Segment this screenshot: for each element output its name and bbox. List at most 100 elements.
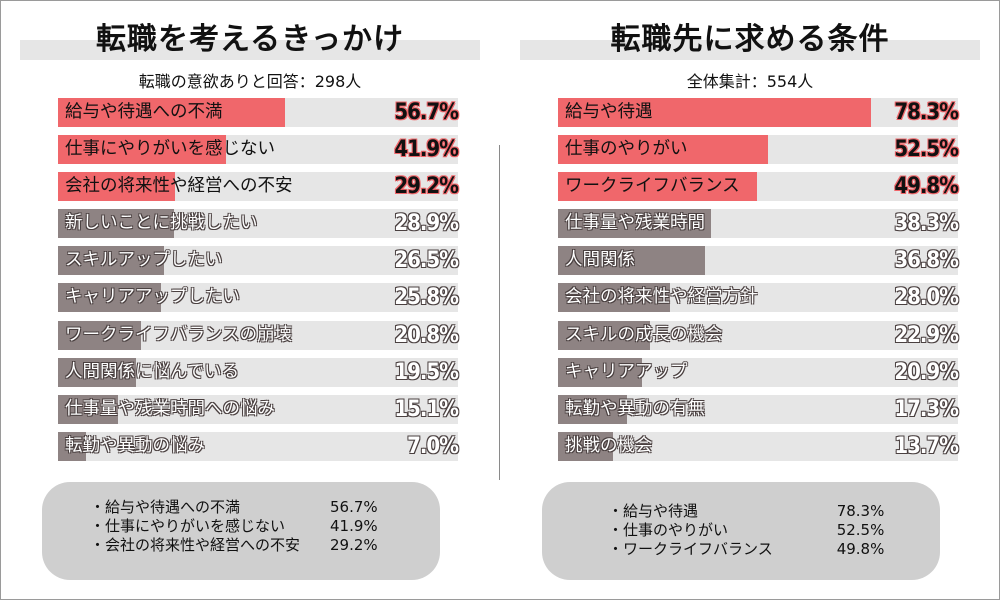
summary-value: 41.9% bbox=[330, 517, 378, 535]
summary-box: ・給与や待遇への不満 56.7% ・仕事にやりがいを感じない 41.9% ・会社の将来性… bbox=[42, 482, 440, 580]
summary-row: ・給与や待遇への不満 56.7% bbox=[90, 498, 378, 517]
summary-value: 56.7% bbox=[330, 498, 378, 516]
summary-value: 29.2% bbox=[330, 536, 378, 554]
bar-category-label: 仕事のやりがい bbox=[565, 139, 688, 160]
bar-value-label: 28.0% bbox=[894, 285, 959, 311]
bar-fill bbox=[58, 209, 174, 239]
bar-value-label: 26.5% bbox=[394, 248, 459, 274]
panel-divider bbox=[499, 145, 500, 480]
bar-fill bbox=[558, 135, 768, 165]
bar-value-label: 25.8% bbox=[394, 285, 459, 311]
bar-row: 挑戦の機会 13.7% bbox=[558, 431, 959, 461]
bar-category-label: 人間関係に悩んでいる bbox=[65, 361, 240, 382]
bar-category-label: スキルの成長の機会 bbox=[565, 324, 723, 345]
bar-value-label: 13.7% bbox=[894, 433, 959, 459]
bar-category-label: 仕事にやりがいを感じない bbox=[65, 139, 275, 160]
summary-item: ・仕事にやりがいを感じない bbox=[90, 517, 286, 535]
bar-value-label: 52.5% bbox=[894, 137, 959, 163]
title-band bbox=[520, 40, 980, 60]
chart-right: 転職先に求める条件 全体集計：554人 給与や待遇 78.3% 仕事のやりがい 52.… bbox=[520, 0, 980, 600]
bar-row: 会社の将来性や経営方針 28.0% bbox=[558, 283, 959, 313]
summary-item: ・給与や待遇 bbox=[608, 502, 699, 520]
summary-box: ・給与や待遇 78.3% ・仕事のやりがい 52.5% ・ワークライフバランス 49.8% bbox=[542, 482, 940, 580]
chart-subtitle: 転職の意欲ありと回答：298人 bbox=[138, 72, 362, 91]
bar-row: 仕事にやりがいを感じない 41.9% bbox=[58, 135, 459, 165]
bar-fill bbox=[558, 394, 628, 424]
bar-value-label: 36.8% bbox=[894, 248, 959, 274]
bar-value-label: 15.1% bbox=[394, 396, 459, 422]
summary-row: ・仕事にやりがいを感じない 41.9% bbox=[90, 517, 378, 536]
summary-row: ・給与や待遇 78.3% bbox=[608, 502, 884, 521]
bar-row: ワークライフバランス 49.8% bbox=[558, 172, 959, 202]
bar-row: 人間関係に悩んでいる 19.5% bbox=[58, 357, 459, 387]
bar-fill bbox=[58, 357, 136, 387]
bar-row: 給与や待遇への不満 56.7% bbox=[58, 98, 459, 127]
bar-fill bbox=[58, 394, 119, 424]
bar-value-label: 20.9% bbox=[894, 359, 959, 385]
bar-row: 会社の将来性や経営への不安 29.2% bbox=[58, 172, 459, 202]
bar-row: 仕事量や残業時間への悩み 15.1% bbox=[58, 394, 459, 424]
bar-row: 仕事量や残業時間 38.3% bbox=[558, 209, 959, 239]
bar-fill bbox=[558, 283, 670, 313]
bar-row: 転勤や異動の悩み 7.0% bbox=[58, 431, 459, 461]
bar-category-label: 人間関係 bbox=[565, 250, 635, 271]
bar-fill bbox=[58, 283, 162, 313]
bar-value-label: 78.3% bbox=[894, 100, 959, 125]
summary-table: ・給与や待遇 78.3% ・仕事のやりがい 52.5% ・ワークライフバランス 49.8% bbox=[608, 502, 884, 559]
bar-fill bbox=[558, 172, 758, 202]
summary-item: ・ワークライフバランス bbox=[608, 540, 773, 558]
bar-category-label: 転勤や異動の悩み bbox=[65, 435, 205, 456]
summary-item: ・会社の将来性や経営への不安 bbox=[90, 536, 301, 554]
chart-title: 転職を考えるきっかけ bbox=[96, 22, 404, 57]
bar-value-label: 56.7% bbox=[394, 100, 459, 125]
bar-row: スキルの成長の機会 22.9% bbox=[558, 320, 959, 350]
bar-fill bbox=[58, 431, 86, 461]
bar-category-label: 仕事量や残業時間 bbox=[565, 213, 705, 234]
bar-category-label: 転勤や異動の有無 bbox=[565, 398, 705, 419]
bar-fill bbox=[558, 209, 712, 239]
summary-value: 78.3% bbox=[836, 502, 885, 520]
bar-value-label: 28.9% bbox=[394, 211, 459, 237]
bar-row: 給与や待遇 78.3% bbox=[558, 98, 959, 127]
bar-value-label: 49.8% bbox=[894, 174, 959, 200]
bar-fill bbox=[558, 98, 872, 127]
bar-row: 仕事のやりがい 52.5% bbox=[558, 135, 959, 165]
bar-category-label: ワークライフバランスの崩壊 bbox=[65, 324, 293, 345]
bar-row: スキルアップしたい 26.5% bbox=[58, 246, 459, 276]
title-band bbox=[20, 40, 480, 60]
bar-row: ワークライフバランスの崩壊 20.8% bbox=[58, 320, 459, 350]
bar-fill bbox=[558, 246, 706, 276]
bar-value-label: 29.2% bbox=[394, 174, 459, 200]
bar-category-label: ワークライフバランス bbox=[565, 176, 740, 197]
bar-category-label: スキルアップしたい bbox=[65, 250, 223, 271]
bar-category-label: キャリアアップしたい bbox=[65, 287, 240, 308]
chart-left: 転職を考えるきっかけ 転職の意欲ありと回答：298人 給与や待遇への不満 56.7… bbox=[20, 0, 480, 600]
bar-category-label: 挑戦の機会 bbox=[565, 435, 653, 456]
bar-fill bbox=[58, 246, 164, 276]
bar-value-label: 41.9% bbox=[394, 137, 459, 163]
summary-row: ・仕事のやりがい 52.5% bbox=[608, 521, 884, 540]
chart-subtitle: 全体集計：554人 bbox=[686, 72, 814, 91]
bar-category-label: キャリアアップ bbox=[565, 361, 688, 382]
summary-value: 52.5% bbox=[836, 521, 885, 539]
summary-item: ・仕事のやりがい bbox=[608, 521, 729, 539]
bar-list: 給与や待遇への不満 56.7% 仕事にやりがいを感じない 41.9% 会社の将来性や経営… bbox=[58, 98, 459, 469]
bar-category-label: 給与や待遇 bbox=[565, 102, 653, 122]
bar-category-label: 会社の将来性や経営方針 bbox=[565, 287, 758, 308]
bar-category-label: 会社の将来性や経営への不安 bbox=[65, 176, 293, 197]
bar-value-label: 20.8% bbox=[394, 322, 459, 348]
bar-category-label: 仕事量や残業時間への悩み bbox=[65, 398, 275, 419]
bar-value-label: 19.5% bbox=[394, 359, 459, 385]
bar-value-label: 22.9% bbox=[894, 322, 959, 348]
bar-fill bbox=[58, 135, 226, 165]
bar-fill bbox=[558, 320, 650, 350]
bar-row: キャリアアップ 20.9% bbox=[558, 357, 959, 387]
bar-row: 新しいことに挑戦したい 28.9% bbox=[58, 209, 459, 239]
summary-item: ・給与や待遇への不満 bbox=[90, 498, 241, 516]
summary-value: 49.8% bbox=[836, 540, 885, 558]
bar-value-label: 38.3% bbox=[894, 211, 959, 237]
bar-list: 給与や待遇 78.3% 仕事のやりがい 52.5% ワークライフバランス 49.8% 仕事量… bbox=[558, 98, 959, 469]
summary-row: ・会社の将来性や経営への不安 29.2% bbox=[90, 536, 378, 555]
summary-table: ・給与や待遇への不満 56.7% ・仕事にやりがいを感じない 41.9% ・会社の将来性… bbox=[90, 498, 378, 555]
bar-row: 転勤や異動の有無 17.3% bbox=[558, 394, 959, 424]
